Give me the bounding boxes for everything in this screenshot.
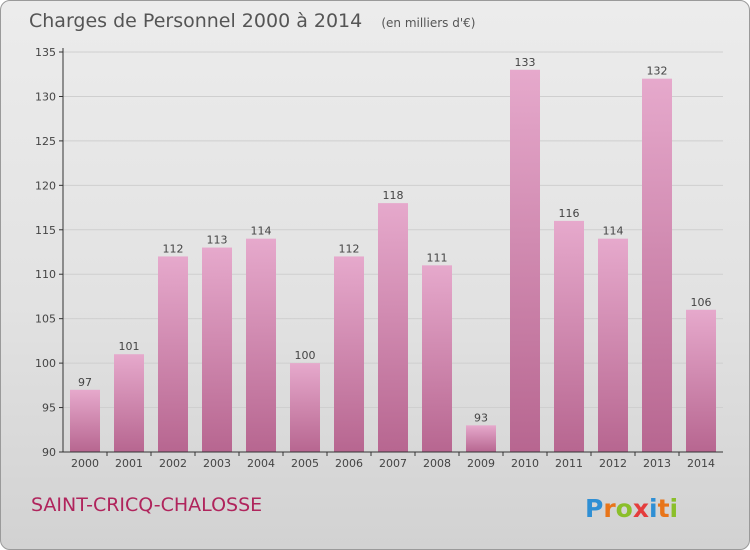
value-label-2002: 112 bbox=[163, 242, 184, 255]
x-tick-label-2001: 2001 bbox=[115, 457, 143, 470]
x-tick-label-2009: 2009 bbox=[467, 457, 495, 470]
value-label-2005: 100 bbox=[295, 349, 316, 362]
logo-letter: x bbox=[633, 494, 649, 523]
value-label-2011: 116 bbox=[559, 207, 580, 220]
value-label-2009: 93 bbox=[474, 411, 488, 424]
y-tick-label: 105 bbox=[35, 313, 56, 326]
logo-letter: r bbox=[603, 494, 616, 523]
y-tick-label: 115 bbox=[35, 224, 56, 237]
bar-2011 bbox=[554, 220, 584, 452]
y-tick-label: 135 bbox=[35, 46, 56, 59]
value-label-2014: 106 bbox=[691, 296, 712, 309]
bar-2002 bbox=[158, 256, 188, 452]
bar-2010 bbox=[510, 69, 540, 453]
value-label-2012: 114 bbox=[603, 225, 624, 238]
value-label-2013: 132 bbox=[647, 65, 668, 78]
value-label-2001: 101 bbox=[119, 340, 140, 353]
bar-2009 bbox=[466, 425, 496, 452]
x-tick-label-2002: 2002 bbox=[159, 457, 187, 470]
x-tick-label-2003: 2003 bbox=[203, 457, 231, 470]
x-tick-label-2006: 2006 bbox=[335, 457, 363, 470]
x-tick-label-2013: 2013 bbox=[643, 457, 671, 470]
y-tick-label: 125 bbox=[35, 135, 56, 148]
bar-2006 bbox=[334, 256, 364, 452]
value-label-2003: 113 bbox=[207, 234, 228, 247]
x-tick-label-2005: 2005 bbox=[291, 457, 319, 470]
chart-title: Charges de Personnel 2000 à 2014 (en mil… bbox=[29, 10, 475, 32]
logo-letter: i bbox=[670, 494, 679, 523]
x-tick-label-2010: 2010 bbox=[511, 457, 539, 470]
x-axis-ticks: 2000 2001 2002 2003 2004 2005 2006 2007 2008 2009… bbox=[71, 452, 715, 470]
x-tick-label-2004: 2004 bbox=[247, 457, 275, 470]
x-tick-label-2000: 2000 bbox=[71, 457, 99, 470]
x-tick-label-2007: 2007 bbox=[379, 457, 407, 470]
bar-2000 bbox=[70, 389, 100, 452]
axes bbox=[62, 48, 723, 453]
bar-2004 bbox=[246, 238, 276, 452]
y-tick-label: 110 bbox=[35, 268, 56, 281]
bar-2003 bbox=[202, 247, 232, 452]
x-tick-label-2012: 2012 bbox=[599, 457, 627, 470]
bar-2005 bbox=[290, 363, 320, 452]
y-axis-ticks: 90 95 100 105 110 115 120 125 130 135 bbox=[35, 46, 63, 459]
x-tick-label-2008: 2008 bbox=[423, 457, 451, 470]
bar-2013 bbox=[642, 78, 672, 453]
location-name: SAINT-CRICQ-CHALOSSE bbox=[31, 494, 262, 516]
value-label-2007: 118 bbox=[383, 189, 404, 202]
value-label-2008: 111 bbox=[427, 251, 448, 264]
y-tick-label: 100 bbox=[35, 357, 56, 370]
bars: 97 101 112 113 114 100 112 118 111 93 133 116 114 132… bbox=[70, 56, 716, 453]
bar-2012 bbox=[598, 238, 628, 452]
bar-2014 bbox=[686, 309, 716, 452]
value-label-2006: 112 bbox=[339, 242, 360, 255]
value-label-2004: 114 bbox=[251, 225, 272, 238]
bar-2001 bbox=[114, 354, 144, 452]
y-tick-label: 95 bbox=[42, 402, 56, 415]
proxiti-logo: Proxiti bbox=[585, 494, 678, 523]
logo-letter: o bbox=[616, 494, 633, 523]
logo-letter: t bbox=[658, 494, 670, 523]
y-tick-label: 90 bbox=[42, 446, 56, 459]
y-tick-label: 130 bbox=[35, 90, 56, 103]
x-tick-label-2014: 2014 bbox=[687, 457, 715, 470]
x-tick-label-2011: 2011 bbox=[555, 457, 583, 470]
bar-2008 bbox=[422, 265, 452, 452]
value-label-2000: 97 bbox=[78, 376, 92, 389]
value-label-2010: 133 bbox=[515, 56, 536, 69]
logo-letter: P bbox=[585, 494, 603, 523]
bar-2007 bbox=[378, 203, 408, 452]
y-tick-label: 120 bbox=[35, 179, 56, 192]
logo-letter: i bbox=[649, 494, 658, 523]
